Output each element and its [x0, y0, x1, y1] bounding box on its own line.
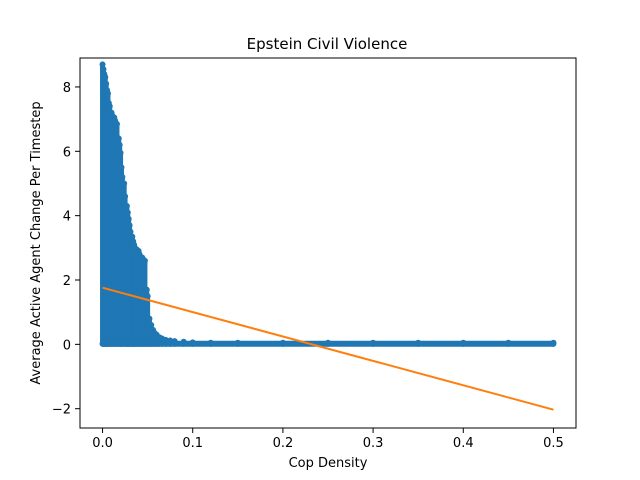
scatter-point [103, 80, 110, 87]
scatter-point [148, 322, 155, 329]
scatter-point [99, 61, 106, 68]
scatter-point [121, 180, 128, 187]
y-tick-label: 2 [63, 274, 71, 289]
x-tick-label: 0.5 [543, 436, 564, 451]
scatter-point [143, 286, 150, 293]
scatter-point [116, 141, 123, 148]
scatter-point [129, 233, 136, 240]
scatter-point [144, 293, 151, 300]
scatter-point [124, 209, 131, 216]
x-tick-label: 0.4 [453, 436, 474, 451]
scatter-point [118, 164, 125, 171]
y-tick-label: 6 [63, 145, 71, 160]
y-axis-label: Average Active Agent Change Per Timestep [29, 101, 44, 384]
scatter-point [100, 66, 107, 73]
x-tick-label: 0.1 [182, 436, 203, 451]
scatter-point [126, 222, 133, 229]
axes-frame [79, 57, 577, 429]
scatter-point [115, 135, 122, 142]
x-tick-label: 0.2 [273, 436, 294, 451]
scatter-point [122, 193, 129, 200]
chart-title: Epstein Civil Violence [247, 35, 408, 53]
y-tick-label: 0 [63, 338, 71, 353]
y-tick-label: 8 [63, 81, 71, 96]
x-tick-label: 0.3 [363, 436, 384, 451]
scatter-point [146, 315, 153, 322]
scatter-points [99, 61, 557, 347]
regression-lines [102, 286, 554, 411]
x-tick-label: 0.0 [92, 436, 113, 451]
scatter-point [125, 215, 132, 222]
scatter-point [127, 228, 134, 235]
x-axis-label: Cop Density [289, 456, 368, 471]
scatter-point [117, 149, 124, 156]
x-axis-ticks: 0.0 0.1 0.2 0.3 0.4 0.5 [92, 428, 564, 451]
y-tick-label: 4 [63, 210, 71, 225]
scatter-point [102, 74, 109, 81]
scatter-point [104, 90, 111, 97]
scatter-point [106, 103, 113, 110]
scatter-point [113, 120, 120, 127]
y-axis-ticks: −2 0 2 4 6 8 [52, 81, 80, 418]
scatter-point [123, 203, 130, 209]
scatter-point [141, 257, 148, 264]
y-tick-label: −2 [52, 403, 71, 418]
regression-line [102, 286, 554, 411]
scatter-point [119, 174, 126, 181]
